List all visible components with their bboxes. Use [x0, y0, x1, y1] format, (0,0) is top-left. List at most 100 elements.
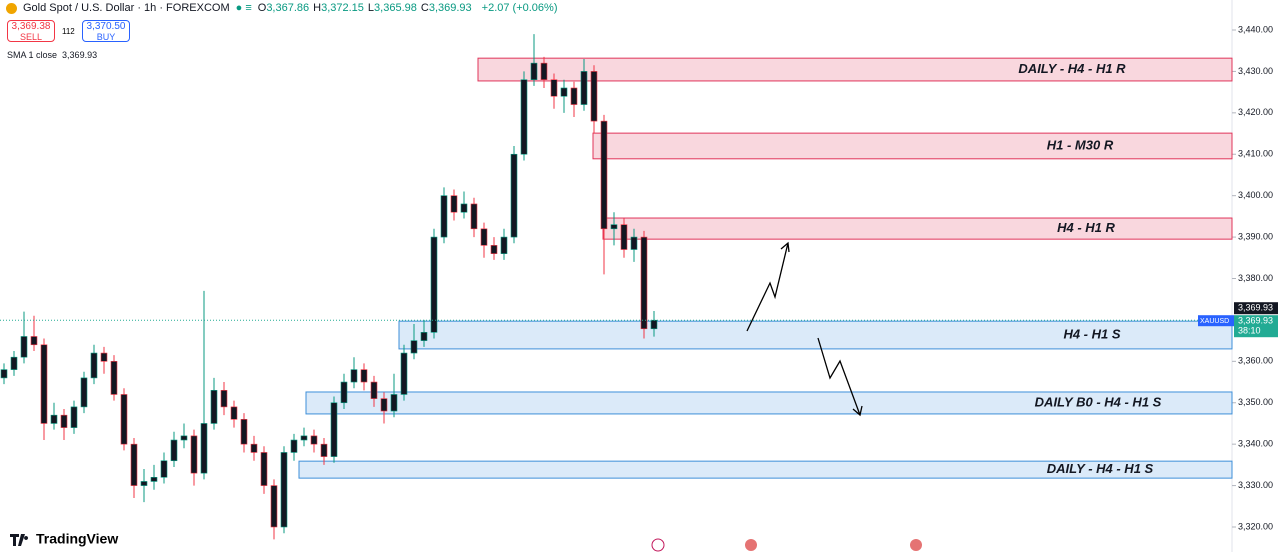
candle-body [580, 71, 588, 105]
ohlc: O3,367.86 H3,372.15 L3,365.98 C3,369.93 [258, 2, 476, 14]
spread: 112 [62, 27, 75, 36]
candle-body [340, 381, 348, 404]
arrow-down [817, 337, 863, 417]
candle-body [150, 476, 158, 482]
candle-body [120, 394, 128, 445]
candle-body [30, 336, 38, 346]
candle-body [460, 203, 468, 213]
y-tick-label: 3,420.00 [1238, 107, 1273, 117]
buy-price: 3,370.50 [86, 21, 126, 32]
candle-body [450, 195, 458, 213]
candle-body [540, 62, 548, 81]
zone [592, 132, 1233, 160]
candle-body [90, 352, 98, 379]
countdown: 38:10 [1238, 326, 1261, 336]
zone-label: H4 - H1 S [1063, 326, 1120, 341]
zone-label: DAILY - H4 - H1 R [1018, 61, 1126, 76]
candle-body [230, 406, 238, 420]
candle-body [280, 452, 288, 528]
candle-body [330, 402, 338, 457]
y-tick-label: 3,320.00 [1238, 521, 1273, 531]
y-tick-label: 3,410.00 [1238, 149, 1273, 159]
sell-button[interactable]: 3,369.38 SELL [7, 20, 55, 42]
sell-price: 3,369.38 [11, 21, 51, 32]
y-tick-label: 3,330.00 [1238, 480, 1273, 490]
candle-body [170, 439, 178, 462]
candle-body [650, 319, 658, 330]
y-tick-label: 3,430.00 [1238, 66, 1273, 76]
candle-body [600, 120, 608, 230]
candle-body [100, 352, 108, 362]
ohlc-value: 3,367.86 [266, 2, 310, 14]
zone-label: H4 - H1 R [1057, 220, 1115, 235]
candle-body [180, 435, 188, 441]
candle-body [60, 414, 68, 428]
ohlc-value: 3,365.98 [374, 2, 417, 14]
candle-body [440, 195, 448, 238]
buy-button[interactable]: 3,370.50 BUY [82, 20, 130, 42]
candle-body [240, 419, 248, 445]
change: +2.07 (+0.06%) [481, 2, 558, 14]
ohlc-label: C [420, 2, 429, 14]
symbol-icon [6, 2, 17, 14]
y-tick-label: 3,350.00 [1238, 397, 1273, 407]
candle-body [190, 435, 198, 474]
candle-body [370, 381, 378, 399]
y-tick-label: 3,340.00 [1238, 439, 1273, 449]
candle-body [430, 236, 438, 333]
candle-body [270, 485, 278, 528]
zone-label: DAILY - H4 - H1 S [1047, 461, 1154, 476]
sell-label: SELL [19, 32, 43, 42]
ohlc-label: O [257, 2, 267, 14]
candle-body [0, 369, 8, 379]
candle-body [200, 423, 208, 474]
candle-body [70, 406, 78, 428]
price-tag: 3,369.93 [1238, 303, 1273, 313]
candle-body [350, 369, 358, 383]
header: Gold Spot / U.S. Dollar · 1h · FOREXCOM … [6, 2, 558, 14]
candle-body [620, 224, 628, 250]
zone-label: H1 - M30 R [1047, 137, 1114, 152]
y-tick-label: 3,380.00 [1238, 273, 1273, 283]
candle-body [220, 390, 228, 408]
symbol-tag-bg [1198, 315, 1234, 327]
candle-body [630, 236, 638, 250]
candle-body [590, 71, 598, 122]
candle-body [320, 443, 328, 457]
zone [398, 320, 1233, 350]
candle-body [300, 435, 308, 441]
candle-body [470, 203, 478, 230]
event-icon [745, 539, 757, 551]
candle-body [310, 435, 318, 445]
current-price: 3,369.93 [1238, 316, 1273, 326]
candle-body [410, 340, 418, 354]
candle-body [360, 369, 368, 383]
candle-body [260, 452, 268, 486]
candle-body [50, 414, 58, 424]
candle-body [20, 336, 28, 358]
candle-body [400, 352, 408, 395]
candle-body [160, 460, 168, 478]
ohlc-value: 3,369.93 [428, 2, 472, 14]
price-tag-bg [1234, 302, 1278, 315]
ohlc-label: H [313, 2, 322, 14]
indicator-name: SMA 1 close [7, 50, 58, 60]
y-tick-label: 3,360.00 [1238, 356, 1273, 366]
candle-body [530, 62, 538, 81]
y-tick-label: 3,400.00 [1238, 190, 1273, 200]
candle-body [110, 361, 118, 395]
candle-body [500, 236, 508, 254]
status: ● ≡ [235, 2, 252, 14]
zone [305, 391, 1233, 415]
candle-body [210, 390, 218, 424]
candle-body [390, 394, 398, 412]
zone [602, 217, 1233, 240]
candle-body [480, 228, 488, 246]
candle-body [290, 439, 298, 453]
event-icon [910, 539, 922, 551]
buy-label: BUY [96, 32, 116, 42]
zone-label: DAILY B0 - H4 - H1 S [1035, 394, 1162, 409]
